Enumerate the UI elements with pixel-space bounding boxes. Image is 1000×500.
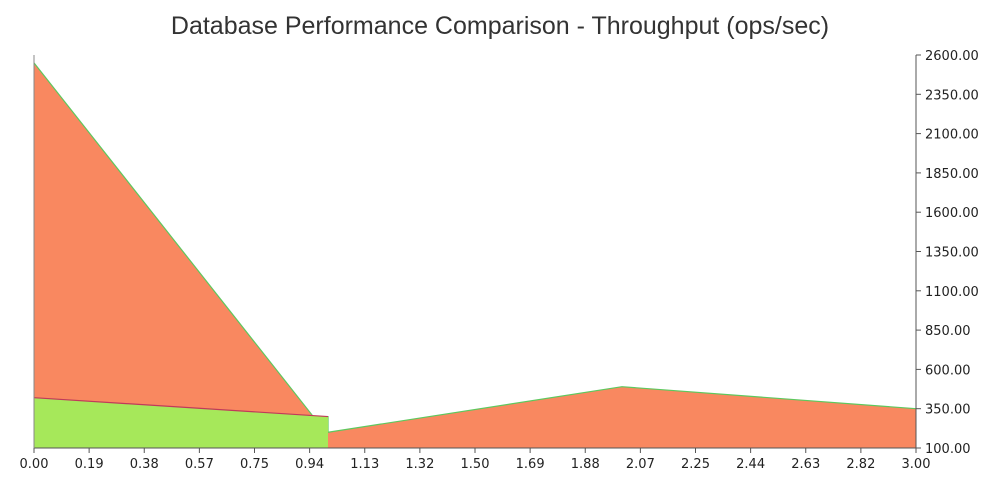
y-tick-label: 2350.00 — [925, 88, 979, 103]
x-tick-label: 0.75 — [240, 457, 269, 472]
x-tick-label: 1.69 — [516, 457, 545, 472]
y-axis: 100.00 350.00 600.00 850.00 1100.00 1350.00 16… — [915, 49, 979, 457]
y-tick-label: 1100.00 — [925, 285, 979, 300]
x-tick-label: 1.13 — [350, 457, 379, 472]
x-tick-label: 1.88 — [571, 457, 600, 472]
series-1-area — [34, 62, 916, 449]
series-2-area — [34, 397, 328, 448]
y-tick-label: 1350.00 — [925, 246, 979, 261]
x-axis: 0.00 0.19 0.38 0.57 0.75 0.94 1.13 1.32 1.50 1.69… — [20, 55, 931, 472]
chart-title: Database Performance Comparison - Throug… — [170, 12, 830, 40]
x-tick-label: 2.25 — [681, 457, 710, 472]
series-2-line — [33, 397, 329, 418]
x-tick-label: 1.50 — [461, 457, 490, 472]
x-tick-label: 2.82 — [846, 457, 875, 472]
x-tick-label: 3.00 — [902, 457, 931, 472]
y-tick-label: 1600.00 — [925, 206, 979, 221]
y-tick-label: 2600.00 — [925, 49, 979, 64]
y-tick-label: 1850.00 — [925, 167, 979, 182]
y-tick-label: 850.00 — [925, 324, 971, 339]
x-tick-label: 1.32 — [405, 457, 434, 472]
x-tick-label: 0.57 — [185, 457, 214, 472]
x-tick-label: 0.38 — [130, 457, 159, 472]
y-tick-label: 100.00 — [925, 442, 971, 457]
y-tick-label: 600.00 — [925, 363, 971, 378]
y-tick-label: 2100.00 — [925, 128, 979, 143]
x-tick-label: 2.07 — [626, 457, 655, 472]
x-tick-label: 2.44 — [736, 457, 765, 472]
x-tick-label: 0.00 — [20, 457, 49, 472]
x-tick-label: 0.19 — [75, 457, 104, 472]
x-tick-label: 2.63 — [791, 457, 820, 472]
y-tick-label: 350.00 — [925, 403, 971, 418]
x-tick-label: 0.94 — [295, 457, 324, 472]
